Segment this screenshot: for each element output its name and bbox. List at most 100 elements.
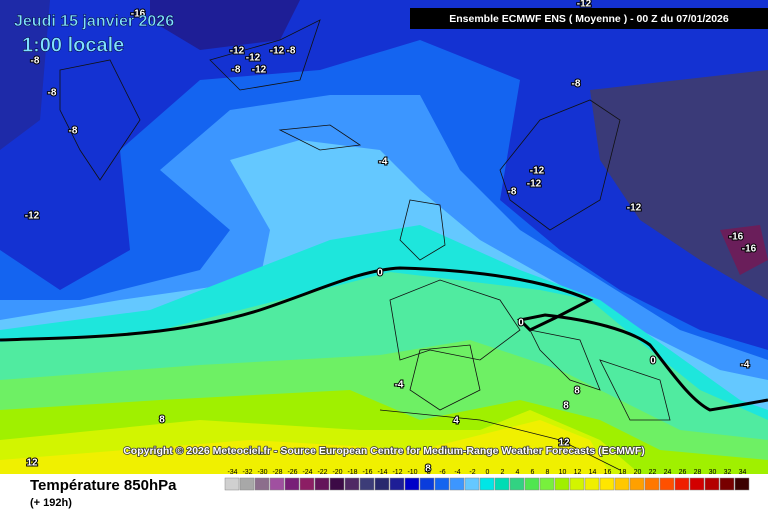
contour-label: -16: [742, 244, 757, 255]
legend-swatch: [569, 477, 585, 491]
legend-swatch: [389, 477, 405, 491]
legend-swatch: [554, 477, 570, 491]
legend-swatch: [659, 477, 675, 491]
legend-swatch: [224, 477, 240, 491]
contour-label: 12: [26, 458, 38, 469]
contour-label: 8: [563, 401, 569, 412]
legend-label: 14: [589, 469, 597, 476]
forecast-date: Jeudi 15 janvier 2026: [14, 13, 174, 30]
contour-label: -8: [48, 88, 57, 99]
contour-label: -16: [729, 232, 744, 243]
contour-label: -12: [627, 203, 642, 214]
legend-label: 4: [516, 469, 520, 476]
legend-label: 18: [619, 469, 627, 476]
legend-label: -26: [287, 469, 297, 476]
contour-label: -8: [69, 126, 78, 137]
legend-swatch: [359, 477, 375, 491]
legend-label: 6: [531, 469, 535, 476]
legend-label: -10: [407, 469, 417, 476]
legend-swatch: [719, 477, 735, 491]
contour-label: 0: [518, 318, 524, 329]
legend-swatch: [314, 477, 330, 491]
legend-swatch: [329, 477, 345, 491]
legend-swatch: [614, 477, 630, 491]
legend-label: -28: [272, 469, 282, 476]
legend-label: 32: [724, 469, 732, 476]
legend-swatch: [584, 477, 600, 491]
legend-swatch: [539, 477, 555, 491]
legend-label: 12: [574, 469, 582, 476]
legend-label: -34: [227, 469, 237, 476]
legend-swatch: [674, 477, 690, 491]
legend-swatch: [599, 477, 615, 491]
legend-label: 24: [664, 469, 672, 476]
legend-swatch: [704, 477, 720, 491]
legend-label: -20: [332, 469, 342, 476]
legend-label: 22: [649, 469, 657, 476]
contour-label: -8: [31, 56, 40, 67]
contour-label: 4: [453, 416, 459, 427]
legend-label: 20: [634, 469, 642, 476]
temperature-field: [0, 0, 768, 474]
contour-label: -12: [527, 179, 542, 190]
legend-label: 10: [559, 469, 567, 476]
contour-label: 0: [650, 356, 656, 367]
copyright: Copyright © 2026 Meteociel.fr - Source E…: [123, 445, 645, 457]
legend-swatch: [479, 477, 495, 491]
model-run: Ensemble ECMWF ENS ( Moyenne ) - 00 Z du…: [449, 13, 729, 25]
legend-label: -16: [362, 469, 372, 476]
legend-label: -4: [454, 469, 460, 476]
contour-label: -4: [741, 360, 750, 371]
legend-swatch: [734, 477, 750, 491]
legend-swatch: [239, 477, 255, 491]
legend-label: -24: [302, 469, 312, 476]
lead-time: (+ 192h): [30, 497, 72, 509]
legend-label: 8: [546, 469, 550, 476]
legend-label: -12: [392, 469, 402, 476]
legend-label: 16: [604, 469, 612, 476]
legend-swatch: [299, 477, 315, 491]
legend-label: -30: [257, 469, 267, 476]
legend-swatch: [434, 477, 450, 491]
legend-label: 0: [486, 469, 490, 476]
legend-label: -8: [424, 469, 430, 476]
contour-label: 8: [425, 464, 431, 475]
legend-label: 2: [501, 469, 505, 476]
forecast-time: 1:00 locale: [22, 34, 124, 56]
legend-label: -14: [377, 469, 387, 476]
header-box: [410, 8, 768, 29]
contour-label: -4: [395, 380, 404, 391]
legend-label: -32: [242, 469, 252, 476]
contour-label: -12: [530, 166, 545, 177]
legend-swatch: [419, 477, 435, 491]
contour-label: -12: [270, 46, 285, 57]
legend-swatch: [254, 477, 270, 491]
legend-swatch: [404, 477, 420, 491]
contour-label: -12: [246, 53, 261, 64]
field-title: Température 850hPa: [30, 477, 177, 494]
legend-label: -18: [347, 469, 357, 476]
legend-swatch: [644, 477, 660, 491]
contour-label: 8: [159, 415, 165, 426]
contour-label: -12: [25, 211, 40, 222]
contour-labels: -16-12-12-12 -8-8 -12-8-8-8-12-4-8-12-12-1…: [24, 0, 758, 476]
legend-swatch: [524, 477, 540, 491]
contour-label: -8: [572, 79, 581, 90]
legend-label: 26: [679, 469, 687, 476]
contour-label: 8: [574, 386, 580, 397]
contour-label: -16: [131, 9, 146, 20]
legend-label: 30: [709, 469, 717, 476]
contour-label: -12: [252, 65, 267, 76]
legend-swatch: [629, 477, 645, 491]
contour-label: -8: [287, 46, 296, 57]
contour-label: -8: [232, 65, 241, 76]
legend-label: 28: [694, 469, 702, 476]
legend-swatch: [374, 477, 390, 491]
legend-swatch: [344, 477, 360, 491]
legend-swatch: [284, 477, 300, 491]
legend-swatch: [269, 477, 285, 491]
contour-label: -4: [379, 157, 388, 168]
contour-label: 12: [558, 438, 570, 449]
legend-swatch: [464, 477, 480, 491]
